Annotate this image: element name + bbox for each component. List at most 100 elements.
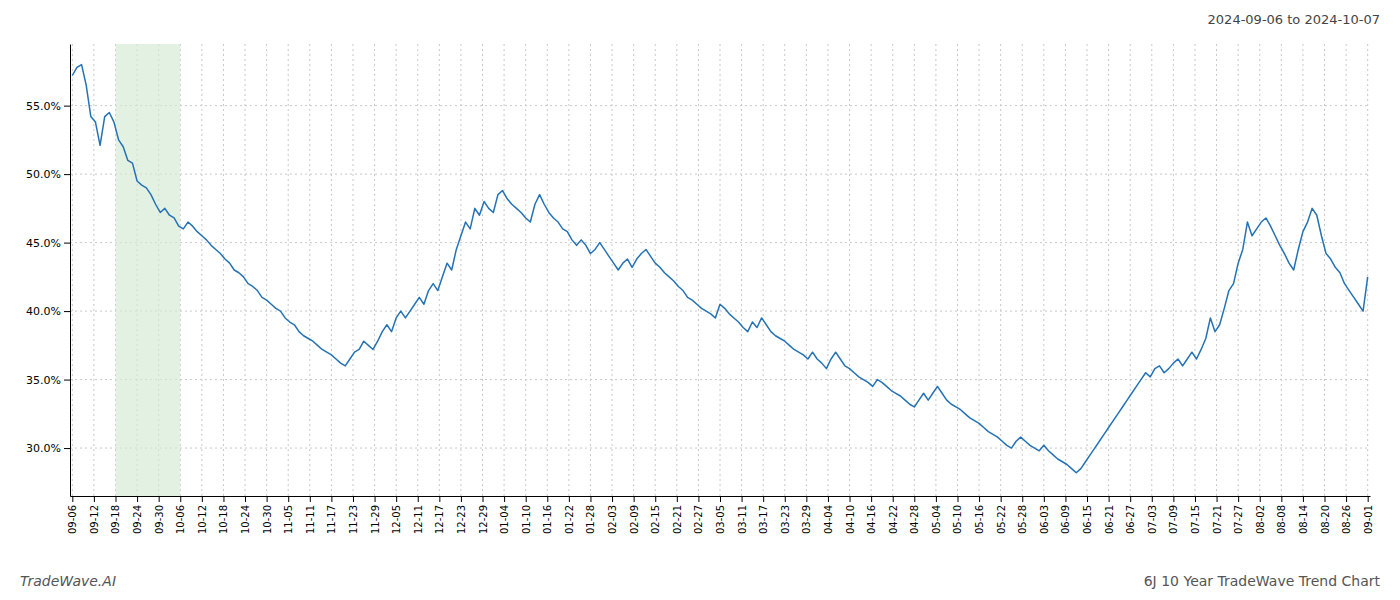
x-tick-label: 09-18	[110, 505, 121, 534]
x-tick: 07-03	[1147, 496, 1158, 534]
y-grid-line	[70, 242, 1370, 243]
x-grid-line	[849, 44, 850, 496]
x-tick-mark	[742, 496, 743, 502]
chart: 09-0609-1209-1809-2409-3010-0610-1210-18…	[0, 0, 1400, 600]
x-tick-label: 02-03	[607, 505, 618, 534]
x-grid-line	[1346, 44, 1347, 496]
x-grid-line	[1173, 44, 1174, 496]
x-tick-mark	[1087, 496, 1088, 502]
y-tick: 45.0%	[26, 237, 70, 250]
y-tick-label: 30.0%	[26, 442, 61, 455]
x-tick-label: 04-16	[866, 505, 877, 534]
line	[72, 65, 1367, 473]
x-tick-mark	[202, 496, 203, 502]
x-tick-label: 10-24	[240, 505, 251, 534]
x-tick-label: 07-03	[1147, 505, 1158, 534]
x-tick-mark	[806, 496, 807, 502]
x-tick-mark	[310, 496, 311, 502]
x-tick: 12-17	[434, 496, 445, 534]
x-grid-line	[763, 44, 764, 496]
x-tick: 02-09	[629, 496, 640, 534]
x-grid-line	[741, 44, 742, 496]
x-grid-line	[460, 44, 461, 496]
x-tick: 05-28	[1017, 496, 1028, 534]
x-tick: 03-23	[780, 496, 791, 534]
x-tick-mark	[1130, 496, 1131, 502]
x-grid-line	[1367, 44, 1368, 496]
x-grid-line	[309, 44, 310, 496]
x-tick-label: 11-17	[326, 505, 337, 534]
x-grid-line	[979, 44, 980, 496]
shaded-range	[115, 44, 180, 496]
x-tick-label: 05-28	[1017, 505, 1028, 534]
x-tick: 06-03	[1039, 496, 1050, 534]
y-tick-label: 35.0%	[26, 374, 61, 387]
x-grid-line	[201, 44, 202, 496]
x-tick-label: 04-22	[888, 505, 899, 534]
x-tick-label: 04-10	[845, 505, 856, 534]
y-tick: 40.0%	[26, 305, 70, 318]
x-grid-line	[892, 44, 893, 496]
x-tick-label: 01-10	[521, 505, 532, 534]
x-tick-label: 02-09	[629, 505, 640, 534]
x-tick: 02-15	[650, 496, 661, 534]
x-grid-line	[655, 44, 656, 496]
x-tick-mark	[1173, 496, 1174, 502]
x-grid-line	[957, 44, 958, 496]
x-tick: 10-24	[240, 496, 251, 534]
x-tick-label: 11-11	[305, 505, 316, 534]
x-grid-line	[504, 44, 505, 496]
x-tick-label: 07-27	[1233, 505, 1244, 534]
x-tick-mark	[115, 496, 116, 502]
x-grid-line	[784, 44, 785, 496]
x-tick: 01-16	[542, 496, 553, 534]
y-tick-mark	[64, 311, 70, 312]
x-tick: 05-16	[974, 496, 985, 534]
x-tick: 08-02	[1255, 496, 1266, 534]
x-tick: 09-24	[132, 496, 143, 534]
x-tick: 12-23	[456, 496, 467, 534]
x-tick-mark	[1152, 496, 1153, 502]
x-tick-label: 07-15	[1190, 505, 1201, 534]
x-grid-line	[1022, 44, 1023, 496]
x-tick-label: 01-16	[542, 505, 553, 534]
x-grid-line	[439, 44, 440, 496]
x-tick: 01-28	[585, 496, 596, 534]
x-tick-mark	[1260, 496, 1261, 502]
x-grid-line	[1194, 44, 1195, 496]
x-tick: 12-11	[413, 496, 424, 534]
x-tick: 04-10	[845, 496, 856, 534]
y-tick: 55.0%	[26, 100, 70, 113]
x-tick-mark	[439, 496, 440, 502]
x-tick-label: 05-22	[996, 505, 1007, 534]
x-grid-line	[352, 44, 353, 496]
x-tick-label: 01-04	[499, 505, 510, 534]
x-tick-label: 02-21	[672, 505, 683, 534]
x-tick-mark	[1217, 496, 1218, 502]
x-tick-label: 11-05	[283, 505, 294, 534]
x-tick: 02-27	[693, 496, 704, 534]
x-grid-line	[633, 44, 634, 496]
x-tick-label: 10-30	[262, 505, 273, 534]
x-grid-line	[1087, 44, 1088, 496]
x-tick-mark	[418, 496, 419, 502]
x-tick-label: 05-16	[974, 505, 985, 534]
x-tick: 08-26	[1341, 496, 1352, 534]
x-grid-line	[1216, 44, 1217, 496]
x-tick-mark	[957, 496, 958, 502]
x-tick: 09-06	[67, 496, 78, 534]
x-tick-label: 03-29	[801, 505, 812, 534]
x-grid-line	[374, 44, 375, 496]
y-tick: 30.0%	[26, 442, 70, 455]
x-tick-label: 04-04	[823, 505, 834, 534]
x-tick-mark	[1281, 496, 1282, 502]
x-grid-line	[266, 44, 267, 496]
y-tick-label: 55.0%	[26, 100, 61, 113]
x-tick-mark	[1001, 496, 1002, 502]
x-tick-mark	[72, 496, 73, 502]
x-tick-mark	[763, 496, 764, 502]
x-grid-line	[1259, 44, 1260, 496]
x-tick-label: 02-15	[650, 505, 661, 534]
x-tick: 06-09	[1060, 496, 1071, 534]
y-tick: 50.0%	[26, 168, 70, 181]
